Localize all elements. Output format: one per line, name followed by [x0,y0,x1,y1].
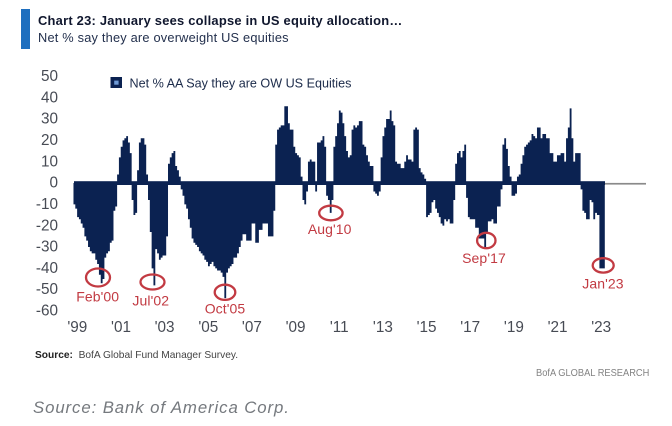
svg-text:-20: -20 [36,217,58,234]
svg-text:-60: -60 [36,303,58,320]
svg-text:40: 40 [41,89,58,106]
svg-text:'17: '17 [460,319,480,336]
svg-text:Net % AA Say they are OW US Eq: Net % AA Say they are OW US Equities [130,77,352,91]
svg-text:0: 0 [49,175,58,192]
svg-text:-10: -10 [36,196,58,213]
svg-text:'19: '19 [504,319,524,336]
svg-text:'05: '05 [198,319,218,336]
svg-text:-30: -30 [36,239,58,256]
svg-text:'13: '13 [373,319,393,336]
svg-text:Sep'17: Sep'17 [462,250,506,266]
svg-text:Jul'02: Jul'02 [132,293,169,309]
svg-text:Feb'00: Feb'00 [76,289,119,305]
svg-text:'11: '11 [330,319,349,336]
svg-text:'01: '01 [111,319,131,336]
svg-text:'09: '09 [286,319,306,336]
svg-text:-50: -50 [36,281,58,298]
svg-text:'15: '15 [417,319,437,336]
svg-text:Jan'23: Jan'23 [582,276,624,292]
svg-text:'99: '99 [67,319,87,336]
svg-text:Aug'10: Aug'10 [308,221,352,237]
svg-text:'03: '03 [155,319,175,336]
svg-text:20: 20 [41,132,58,149]
svg-text:50: 50 [41,68,58,85]
svg-text:30: 30 [41,111,58,128]
svg-text:10: 10 [41,153,58,170]
svg-text:'07: '07 [242,319,262,336]
svg-text:-40: -40 [36,260,58,277]
svg-text:Oct'05: Oct'05 [205,301,246,317]
svg-text:'21: '21 [548,319,568,336]
svg-text:'23: '23 [591,319,611,336]
